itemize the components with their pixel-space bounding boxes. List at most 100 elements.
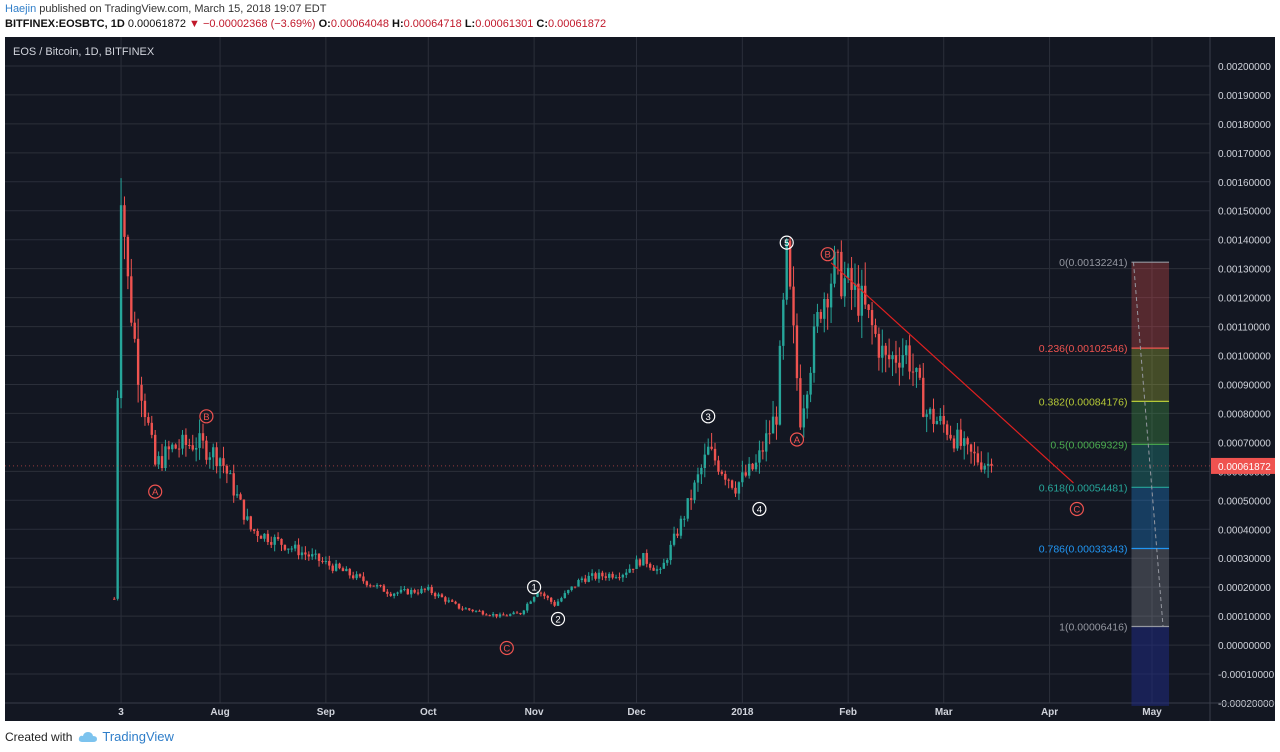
- candle-body: [355, 574, 358, 579]
- candle-body: [515, 612, 519, 614]
- candle-body: [150, 422, 153, 435]
- candle-body: [693, 482, 696, 500]
- candle-body: [741, 472, 744, 483]
- candle-body: [283, 544, 287, 550]
- candle-body: [293, 544, 297, 549]
- candle-body: [270, 542, 273, 545]
- candle-body: [382, 585, 386, 592]
- candle-body: [788, 240, 792, 287]
- candle-body: [621, 574, 625, 578]
- candle-body: [468, 608, 471, 610]
- candle-body: [570, 586, 573, 591]
- wave-label-text: C: [503, 643, 510, 654]
- candle-body: [628, 568, 631, 573]
- candle-body: [666, 560, 669, 563]
- candle-body: [761, 450, 765, 452]
- candle-body: [826, 299, 829, 308]
- y-tick-label: 0.00140000: [1218, 236, 1271, 247]
- candle-body: [959, 429, 963, 446]
- y-tick-label: 0.00010000: [1218, 612, 1271, 623]
- wave-label-circle: [820, 247, 835, 262]
- candle-body: [157, 456, 160, 465]
- wave-label-circle: [752, 501, 767, 517]
- candle-body: [119, 205, 123, 399]
- tradingview-logo[interactable]: TradingView: [78, 728, 174, 746]
- candle-body: [696, 474, 700, 483]
- low-label: L:: [464, 18, 476, 30]
- y-tick-label: 0.00120000: [1218, 294, 1271, 305]
- candle-body: [351, 575, 355, 579]
- candle-body: [795, 325, 799, 379]
- candle-body: [130, 276, 133, 323]
- y-tick-label: 0.00080000: [1218, 409, 1271, 420]
- candle-body: [840, 251, 843, 297]
- candle-body: [939, 415, 942, 422]
- candle-body: [908, 345, 911, 372]
- candle-body: [519, 613, 522, 615]
- candle-body: [140, 384, 143, 401]
- candle-body: [573, 586, 577, 588]
- candle-body: [594, 573, 597, 579]
- candle-body: [331, 565, 334, 571]
- candle-body: [225, 465, 229, 474]
- wave-label-circle: [789, 432, 805, 447]
- candle-body: [843, 278, 846, 297]
- candle-body: [778, 345, 782, 425]
- candle-body: [546, 596, 549, 598]
- candle-body: [853, 283, 857, 290]
- candle-body: [911, 371, 915, 373]
- candle-body: [464, 608, 468, 610]
- candle-body: [198, 433, 201, 448]
- candle-body: [242, 499, 246, 520]
- wave-label-circle: [527, 580, 542, 595]
- candle-body: [201, 433, 205, 441]
- candle-body: [505, 615, 508, 617]
- candle-body: [171, 444, 174, 450]
- close-label: C:: [536, 18, 548, 30]
- candle-body: [345, 568, 348, 572]
- candle-body: [689, 498, 693, 500]
- candle-body: [386, 591, 389, 594]
- candle-body: [369, 585, 372, 587]
- fib-level-label: 0.5(0.00069329): [1050, 439, 1127, 451]
- candle-body: [648, 563, 652, 568]
- candle-body: [799, 378, 802, 428]
- candle-body: [710, 446, 713, 449]
- author-link[interactable]: Haejin: [5, 3, 37, 15]
- wave-label-circle: [148, 484, 163, 499]
- price-chart[interactable]: 0.00200000 0.00190000 0.00180000 0.00170000…: [5, 37, 1275, 721]
- candle-body: [672, 533, 676, 545]
- candle-body: [918, 367, 922, 378]
- candle-body: [235, 494, 239, 496]
- candle-body: [618, 577, 621, 579]
- candle-body: [874, 325, 877, 334]
- candle-body: [406, 589, 409, 595]
- fib-zone: [1131, 626, 1170, 706]
- candle-body: [870, 310, 874, 326]
- candle-body: [208, 457, 212, 460]
- candle-body: [580, 578, 584, 581]
- candle-body: [679, 518, 683, 536]
- candle-body: [881, 345, 884, 358]
- candle-body: [444, 597, 447, 602]
- candle-body: [502, 614, 505, 616]
- wave-label-text: 1: [531, 583, 536, 594]
- chart-container[interactable]: 0.00200000 0.00190000 0.00180000 0.00170000…: [5, 37, 1275, 721]
- fib-trend-line: [1132, 262, 1164, 627]
- candle-body: [314, 553, 317, 555]
- candle-body: [983, 465, 986, 470]
- wave-label-text: C: [1073, 504, 1080, 515]
- wave-label-circle: [701, 409, 716, 424]
- y-tick-label: 0.00040000: [1218, 525, 1271, 536]
- price-change: ▼ −0.00002368 (−3.69%): [189, 18, 316, 30]
- candle-body: [420, 588, 423, 594]
- candle-body: [304, 552, 307, 555]
- candle-body: [614, 577, 618, 579]
- candle-body: [775, 416, 778, 425]
- candle-body: [311, 554, 314, 557]
- published-text: published on TradingView.com, March 15, …: [39, 3, 327, 15]
- candle-body: [399, 589, 403, 593]
- candle-body: [509, 614, 512, 616]
- candle-body: [249, 516, 252, 530]
- candle-body: [147, 417, 150, 423]
